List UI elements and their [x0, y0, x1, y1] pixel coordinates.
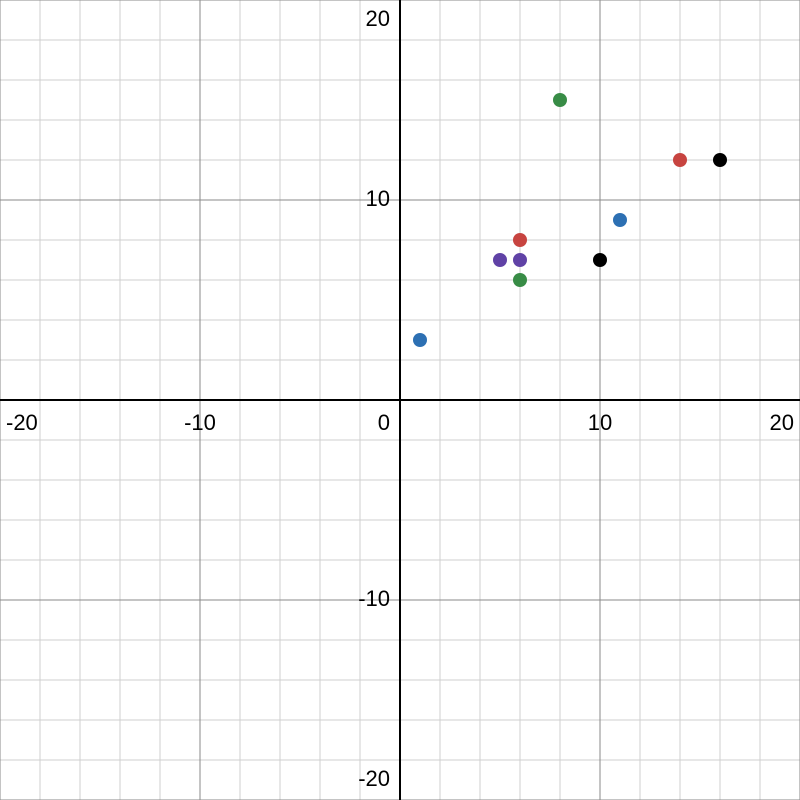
point	[593, 253, 607, 267]
y-tick-label: -10	[358, 586, 390, 611]
point	[553, 93, 567, 107]
point	[513, 273, 527, 287]
x-tick-label: -20	[6, 410, 38, 435]
point	[413, 333, 427, 347]
x-tick-label: -10	[184, 410, 216, 435]
y-tick-label: -20	[358, 766, 390, 791]
y-tick-label: 20	[366, 6, 390, 31]
x-tick-label: 0	[378, 410, 390, 435]
point	[713, 153, 727, 167]
point	[613, 213, 627, 227]
point	[513, 233, 527, 247]
x-tick-label: 20	[770, 410, 794, 435]
y-tick-label: 10	[366, 186, 390, 211]
x-tick-label: 10	[588, 410, 612, 435]
point	[673, 153, 687, 167]
point	[493, 253, 507, 267]
point	[513, 253, 527, 267]
